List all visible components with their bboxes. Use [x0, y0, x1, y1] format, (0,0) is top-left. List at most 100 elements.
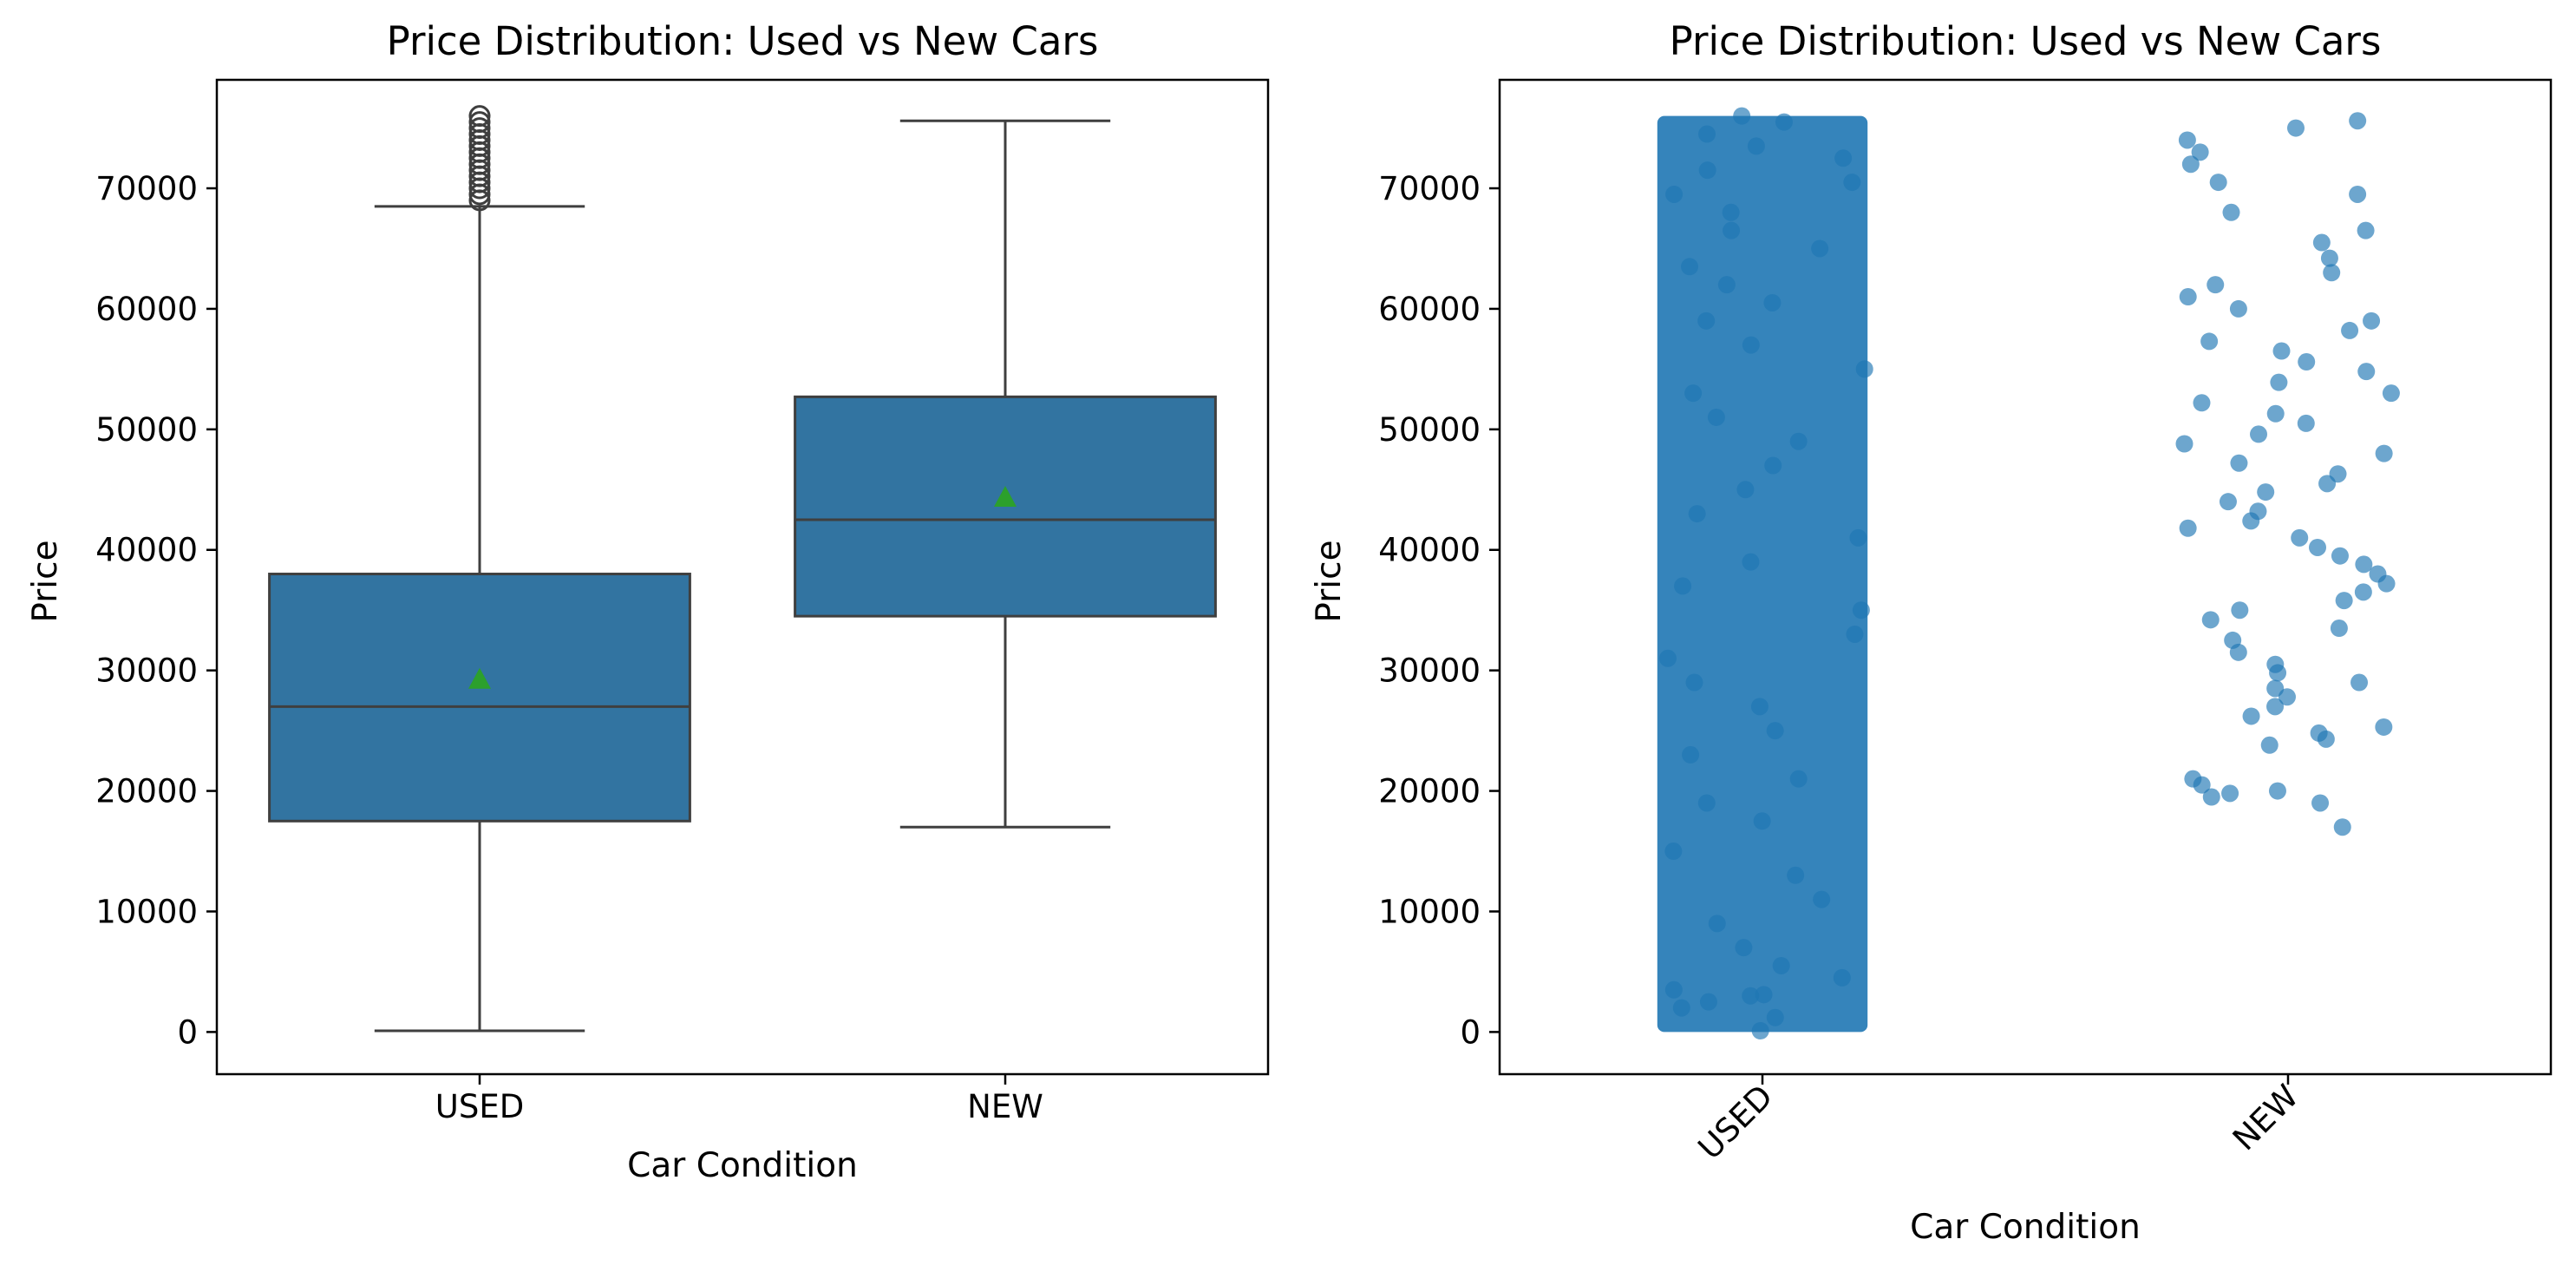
- strip-point: [2209, 174, 2227, 192]
- strip-point: [1684, 384, 1703, 403]
- strip-point: [2257, 483, 2275, 502]
- strip-point: [2207, 276, 2225, 294]
- stripplot-panel: Price Distribution: Used vs New Cars Pri…: [1310, 18, 2553, 1247]
- strip-point: [2231, 601, 2249, 620]
- boxplot-panel: Price Distribution: Used vs New Cars Pri…: [26, 18, 1270, 1185]
- y-tick-label: 30000: [1378, 652, 1481, 690]
- strip-point: [1674, 577, 1692, 595]
- boxplot-y-axis-label: Price: [26, 540, 65, 622]
- strip-point: [1685, 673, 1703, 692]
- strip-point: [1697, 311, 1716, 330]
- strip-point: [2266, 655, 2285, 673]
- strip-point: [2350, 673, 2369, 692]
- strip-point: [2286, 119, 2305, 137]
- strip-point: [2369, 565, 2387, 583]
- strip-point: [2184, 770, 2202, 788]
- y-tick-label: 70000: [95, 170, 198, 207]
- strip-point: [2250, 425, 2268, 443]
- strip-point: [1688, 505, 1706, 523]
- y-tick-label: 50000: [1378, 411, 1481, 449]
- strip-point: [2266, 698, 2285, 716]
- strip-point: [1742, 553, 1760, 571]
- boxplot-marks: [268, 105, 1217, 1033]
- strip-point: [2310, 724, 2328, 742]
- strip-point: [2268, 782, 2286, 800]
- strip-point: [1658, 649, 1677, 667]
- strip-point: [2357, 363, 2376, 381]
- strip-point: [1708, 915, 1726, 933]
- strip-point: [2311, 794, 2330, 812]
- strip-point: [2221, 784, 2239, 803]
- strip-point: [1750, 698, 1769, 716]
- strip-point: [1722, 203, 1740, 221]
- strip-point: [1766, 722, 1784, 740]
- y-tick-label: 60000: [1378, 291, 1481, 328]
- x-tick-label: USED: [1691, 1078, 1781, 1167]
- strip-point: [1811, 239, 1829, 258]
- strip-point: [2200, 332, 2219, 351]
- strip-point: [1787, 866, 1805, 884]
- strip-point: [2382, 384, 2400, 403]
- stripplot-plot-area: [1498, 78, 2553, 1076]
- y-tick-label: 0: [177, 1013, 198, 1051]
- strip-point: [1755, 986, 1773, 1004]
- strip-point: [2230, 454, 2248, 472]
- strip-point: [1681, 258, 1699, 276]
- strip-point: [1846, 625, 1864, 643]
- strip-point: [1733, 107, 1751, 125]
- strip-point: [1665, 185, 1684, 203]
- boxplot-x-axis-label: Car Condition: [627, 1146, 858, 1185]
- strip-point: [2242, 707, 2260, 725]
- strip-point: [1742, 336, 1760, 354]
- strip-point: [2357, 221, 2375, 239]
- strip-point: [2270, 373, 2288, 391]
- strip-point: [1751, 1021, 1769, 1039]
- strip-new: [2175, 112, 2400, 836]
- strip-point: [1698, 125, 1716, 143]
- strip-point: [2266, 404, 2285, 423]
- strip-point: [2179, 519, 2197, 537]
- strip-point: [1735, 939, 1753, 957]
- strip-point: [2312, 233, 2331, 252]
- strip-point: [1682, 745, 1700, 764]
- strip-point: [1789, 770, 1808, 788]
- strip-point: [2341, 321, 2359, 339]
- strip-point: [2298, 353, 2316, 371]
- strip-point: [2175, 435, 2194, 453]
- y-tick-label: 50000: [95, 411, 198, 449]
- strip-point: [2181, 155, 2200, 174]
- strip-point: [1747, 137, 1765, 155]
- strip-point: [2266, 679, 2285, 698]
- strip-point: [1742, 987, 1760, 1005]
- y-tick-label: 10000: [1378, 893, 1481, 930]
- strip-point: [1698, 161, 1716, 180]
- iqr-box: [268, 573, 691, 823]
- x-tick-label: NEW: [2226, 1078, 2305, 1157]
- y-tick-label: 20000: [95, 773, 198, 810]
- strip-point: [1772, 956, 1790, 974]
- strip-point: [1775, 113, 1793, 131]
- strip-point: [2219, 493, 2237, 511]
- strip-point: [1736, 481, 1755, 499]
- strip-point: [1697, 794, 1716, 812]
- dense-point-band: [1657, 115, 1868, 1033]
- strip-point: [2349, 112, 2367, 130]
- strip-point: [2335, 592, 2353, 610]
- strip-point: [2229, 299, 2247, 318]
- outlier-point: [468, 117, 491, 140]
- strip-point: [1763, 293, 1782, 311]
- strip-point: [1723, 221, 1741, 239]
- strip-point: [2329, 465, 2347, 483]
- strip-point: [1813, 890, 1831, 908]
- stripplot-marks: [1657, 107, 2400, 1039]
- strip-point: [2202, 788, 2220, 806]
- strip-point: [1764, 456, 1782, 475]
- strip-point: [2363, 311, 2381, 330]
- x-tick-label: NEW: [967, 1088, 1043, 1125]
- strip-point: [2320, 249, 2338, 267]
- strip-point: [2297, 414, 2315, 432]
- y-tick-label: 40000: [95, 532, 198, 569]
- y-tick-label: 0: [1460, 1013, 1481, 1051]
- strip-point: [1849, 528, 1867, 547]
